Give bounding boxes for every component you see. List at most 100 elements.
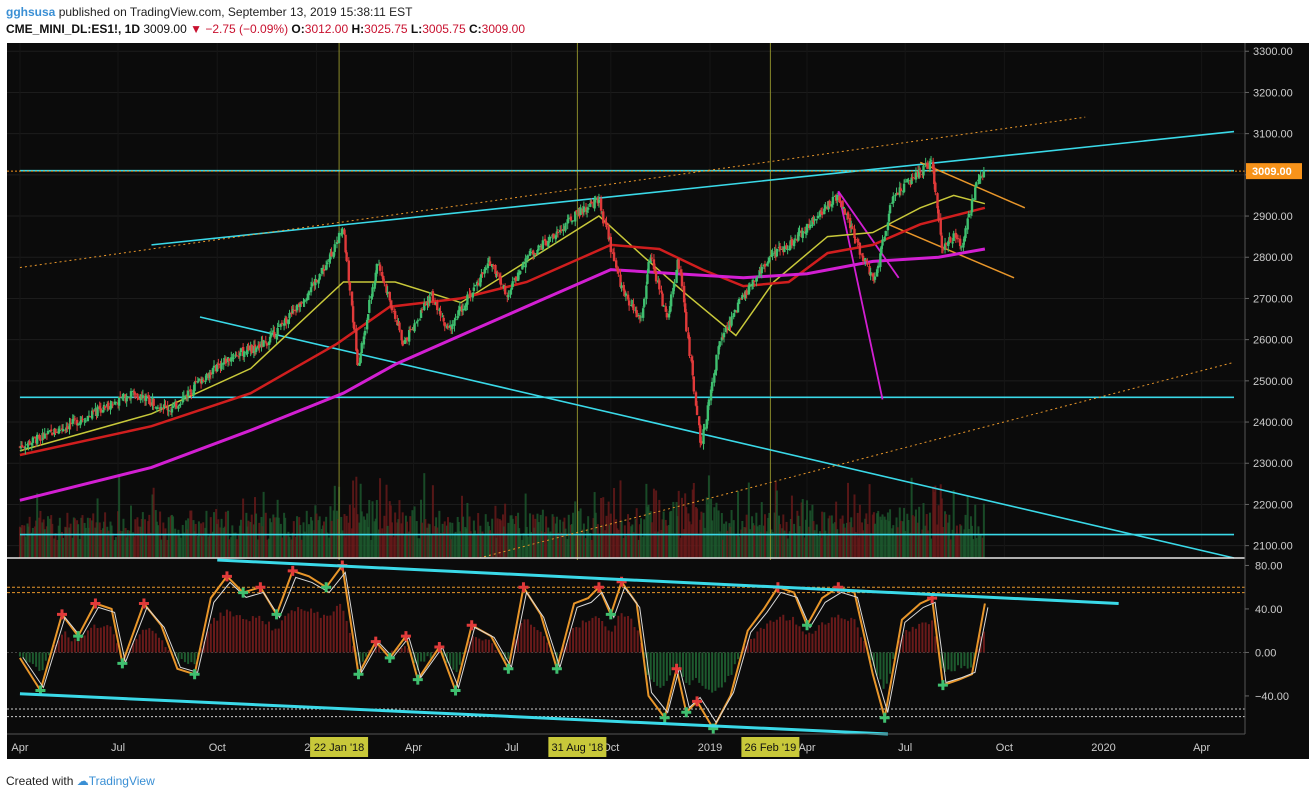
volume-bar — [276, 499, 279, 558]
candle-body — [154, 407, 157, 409]
volume-bar — [313, 530, 316, 558]
histogram-bar — [798, 626, 801, 653]
volume-bar — [340, 516, 343, 558]
volume-bar — [566, 538, 569, 558]
histogram-bar — [183, 652, 186, 663]
histogram-bar — [164, 647, 167, 653]
candle-body — [877, 265, 880, 269]
volume-bar — [245, 512, 248, 558]
candle-body — [175, 402, 178, 408]
volume-bar — [58, 517, 61, 558]
candle-body — [533, 254, 536, 256]
volume-bar — [607, 501, 610, 558]
volume-bar — [647, 504, 650, 558]
y-tick-label: 2800.00 — [1253, 252, 1293, 264]
volume-bar — [68, 527, 71, 558]
volume-bar — [803, 537, 806, 558]
histogram-bar — [814, 630, 817, 653]
oscillator-background — [7, 560, 1245, 734]
volume-bar — [265, 539, 268, 558]
candle-body — [33, 436, 37, 438]
volume-bar — [879, 516, 882, 558]
histogram-bar — [190, 652, 193, 663]
volume-bar — [728, 523, 731, 558]
candle-body — [594, 197, 597, 201]
volume-bar — [151, 494, 154, 558]
candle-body — [584, 207, 588, 212]
author-link[interactable]: gghsusa — [6, 5, 56, 19]
volume-bar — [602, 497, 605, 558]
price-axis[interactable] — [1245, 43, 1309, 759]
time-axis-labels[interactable]: AprJulOct2018AprJulOct2019AprJulOct2020A… — [11, 737, 1211, 757]
histogram-bar — [717, 652, 720, 688]
volume-bar — [400, 523, 403, 558]
candle-body — [58, 429, 62, 431]
histogram-bar — [303, 610, 306, 653]
volume-bar — [930, 538, 933, 558]
volume-bar — [426, 527, 429, 558]
candle-body — [333, 244, 336, 252]
tradingview-brand-link[interactable]: TradingView — [88, 774, 155, 788]
candle-body — [279, 324, 283, 327]
x-tick-label: 2019 — [698, 742, 722, 754]
volume-bar — [533, 527, 536, 558]
candle-body — [68, 423, 71, 430]
candle-body — [541, 240, 545, 250]
x-tick-label: Apr — [405, 742, 422, 754]
volume-bar — [337, 519, 340, 558]
volume-bar — [272, 514, 275, 558]
volume-bar — [711, 520, 714, 558]
change-value: −2.75 (−0.09%) — [205, 22, 289, 36]
candle-body — [356, 349, 359, 365]
volume-bar — [420, 499, 423, 558]
volume-bar — [826, 535, 829, 558]
volume-bar — [579, 508, 582, 558]
volume-bar — [766, 531, 769, 558]
volume-bar — [27, 526, 30, 558]
volume-bar — [770, 529, 773, 558]
trend-line — [919, 161, 1026, 209]
candle-body — [409, 328, 412, 330]
volume-bar — [208, 534, 211, 558]
candle-body — [473, 285, 477, 287]
volume-bar — [162, 522, 165, 558]
candle-body — [524, 258, 527, 268]
trend-line — [887, 223, 1015, 279]
candle-body — [699, 425, 702, 443]
histogram-bar — [390, 650, 393, 653]
volume-bar — [936, 524, 939, 558]
histogram-bar — [326, 615, 329, 653]
volume-bar — [779, 524, 782, 558]
histogram-bar — [969, 652, 972, 668]
volume-bar — [793, 523, 796, 558]
candle-body — [194, 381, 197, 383]
candle-body — [389, 300, 393, 308]
candle-body — [737, 298, 741, 304]
candle-body — [516, 272, 520, 282]
histogram-bar — [914, 628, 917, 653]
volume-bar — [540, 531, 543, 558]
volume-bar — [277, 517, 280, 558]
volume-bar — [575, 535, 578, 558]
date-marker-label: 22 Jan '18 — [314, 742, 364, 754]
histogram-bar — [35, 652, 38, 667]
candle-body — [820, 211, 824, 215]
volume-bar — [341, 530, 344, 558]
candle-body — [322, 269, 326, 271]
histogram-bar — [801, 631, 804, 653]
candle-body — [958, 238, 962, 247]
volume-bar — [778, 515, 781, 558]
histogram-bar — [737, 652, 740, 660]
volume-bar — [84, 527, 87, 558]
volume-bar — [290, 539, 293, 558]
volume-bar — [314, 505, 317, 558]
volume-bar — [169, 515, 172, 558]
candle-body — [873, 276, 877, 280]
candle-body — [352, 321, 356, 330]
volume-bar — [569, 524, 572, 558]
volume-bar — [536, 513, 539, 558]
y-tick-label: 2200.00 — [1253, 499, 1293, 511]
volume-bar — [677, 490, 680, 558]
histogram-bar — [232, 616, 235, 653]
